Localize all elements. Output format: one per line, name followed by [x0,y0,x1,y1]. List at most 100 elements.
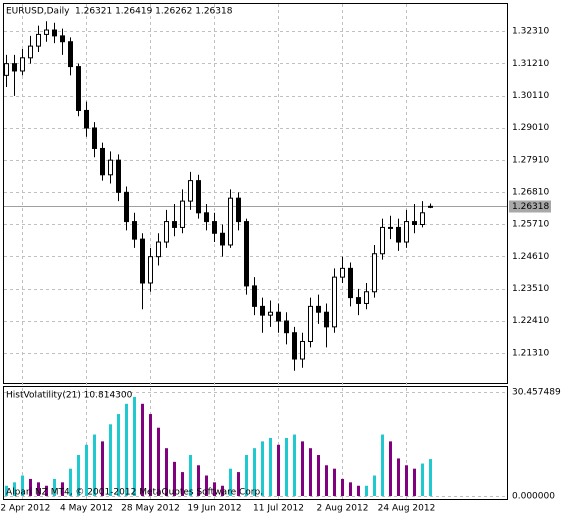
volatility-bar [341,478,344,496]
volatility-bar [285,437,288,496]
volatility-bar [85,444,88,496]
volatility-bar [109,424,112,496]
marks [4,21,433,496]
last-price-box [509,200,551,213]
volatility-bar [413,468,416,496]
x-tick-label: 2 Aug 2012 [317,504,369,514]
candle-body [148,256,153,284]
y-tick-label: 1.30110 [512,91,549,101]
y-tick-label: 1.29010 [512,123,549,133]
volatility-bar [205,475,208,496]
volatility-bar [397,458,400,496]
volatility-bar [253,448,256,496]
volatility-bar [77,455,80,496]
y-tick-label: 1.27910 [512,155,549,165]
last-price-label: 1.26318 [512,202,549,212]
candle-body [116,159,121,193]
volatility-bar [21,475,24,496]
candle-body [172,221,177,228]
candle-body [204,212,209,223]
volatility-bar [141,403,144,496]
volatility-bar [261,441,264,496]
y-tick-label: 1.23510 [512,284,549,294]
candle-body [404,221,409,243]
volatility-bar [45,485,48,496]
y-tick-label: 1.21310 [512,348,549,358]
y-tick-label: 1.22410 [512,316,549,326]
volatility-bar [13,482,16,496]
candle-body [228,197,233,246]
volatility-bar [365,485,368,496]
candle-body [220,232,225,246]
candle-body [196,180,201,214]
candle-body [132,221,137,240]
candle-body [100,147,105,176]
candle-body [420,212,425,225]
volatility-bar [157,427,160,496]
volatility-bar [181,472,184,496]
x-tick-label: 12 Apr 2012 [0,504,50,514]
volatility-bar [93,434,96,496]
x-tick-label: 19 Jun 2012 [187,504,241,514]
volatility-bar [101,441,104,496]
volatility-bar [29,478,32,496]
candle-body [276,311,281,322]
x-tick-label: 4 May 2012 [60,504,113,514]
chart-title: EURUSD,Daily [6,7,70,17]
candle-body [92,127,97,149]
candle-body [236,197,241,223]
x-tick-label: 11 Jul 2012 [253,504,304,514]
volatility-bar [53,478,56,496]
candle-body [180,200,185,228]
candle-body [428,205,433,208]
candle-body [4,63,9,76]
volatility-bar [5,485,8,496]
volatility-bar [117,414,120,496]
volatility-bar [173,461,176,496]
candle-body [188,180,193,202]
volatility-bar [309,448,312,496]
volatility-bar [69,468,72,496]
candle-body [388,226,393,229]
candle-body [332,276,337,328]
indicator-panel [3,386,508,500]
y-tick-label: 1.26810 [512,188,549,198]
volatility-bar [325,465,328,496]
x-tick-label: 24 Aug 2012 [378,504,436,514]
y-tick-label: 1.32310 [512,27,549,37]
volatility-bar [333,468,336,496]
volatility-bar [213,482,216,496]
volatility-bar [245,455,248,496]
volatility-bar [421,463,424,496]
candle-body [292,332,297,360]
candle-body [260,305,265,316]
y-tick-label: 1.24610 [512,252,549,262]
volatility-bar [133,396,136,496]
volatility-bar [189,455,192,496]
candle-body [364,291,369,304]
candle-body [20,57,25,72]
candle-body [356,297,361,304]
price-panel [3,3,508,384]
volatility-bar [429,459,432,496]
candle-body [124,191,129,223]
candle-body [76,66,81,111]
x-tick-label: 28 May 2012 [121,504,180,514]
indicator-title: HistVolatility(21) 10.814300 [6,391,133,401]
candle-body [348,267,353,299]
volatility-bar [269,437,272,496]
candle-body [60,35,65,43]
volatility-bar [221,485,224,496]
candle-body [140,238,145,284]
volatility-bar [317,455,320,496]
candle-body [244,221,249,287]
candle-body [164,221,169,243]
candle-body [316,305,321,313]
candle-body [300,340,305,360]
candle-body [412,221,417,225]
candle-body [340,267,345,278]
candle-body [372,253,377,293]
candle-body [12,63,17,72]
volatility-bar [349,482,352,496]
volatility-bar [293,434,296,496]
